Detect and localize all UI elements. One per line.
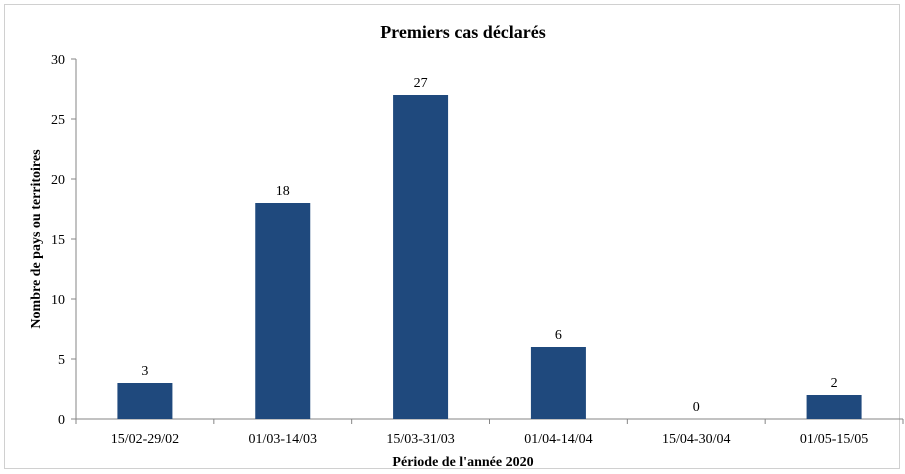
x-tick-label: 01/04-14/04 (524, 432, 592, 447)
data-label: 6 (555, 328, 562, 343)
x-tick-label: 15/02-29/02 (111, 432, 179, 447)
y-tick-label: 25 (51, 113, 65, 128)
x-tick-label: 15/03-31/03 (386, 432, 454, 447)
data-label: 0 (693, 400, 700, 415)
bar (530, 347, 586, 419)
y-tick-label: 0 (58, 413, 65, 428)
y-tick-label: 10 (51, 293, 65, 308)
x-tick-label: 01/05-15/05 (800, 432, 868, 447)
chart-title: Premiers cas déclarés (380, 22, 546, 42)
y-tick-label: 5 (58, 353, 65, 368)
x-axis-label: Période de l'année 2020 (392, 455, 533, 470)
data-label: 3 (141, 364, 148, 379)
data-label: 27 (414, 76, 428, 91)
bar (393, 95, 449, 419)
data-label: 18 (276, 184, 290, 199)
y-tick-label: 20 (51, 173, 65, 188)
y-tick-label: 30 (51, 53, 65, 68)
x-tick-label: 15/04-30/04 (662, 432, 730, 447)
bar (806, 395, 862, 419)
y-axis-label: Nombre de pays ou territoires (29, 149, 44, 329)
data-label: 2 (831, 376, 838, 391)
bar (117, 383, 173, 419)
bar (255, 203, 311, 419)
plot-area: 051015202530315/02-29/021801/03-14/03271… (51, 53, 904, 447)
y-tick-label: 15 (51, 233, 65, 248)
x-tick-label: 01/03-14/03 (249, 432, 317, 447)
